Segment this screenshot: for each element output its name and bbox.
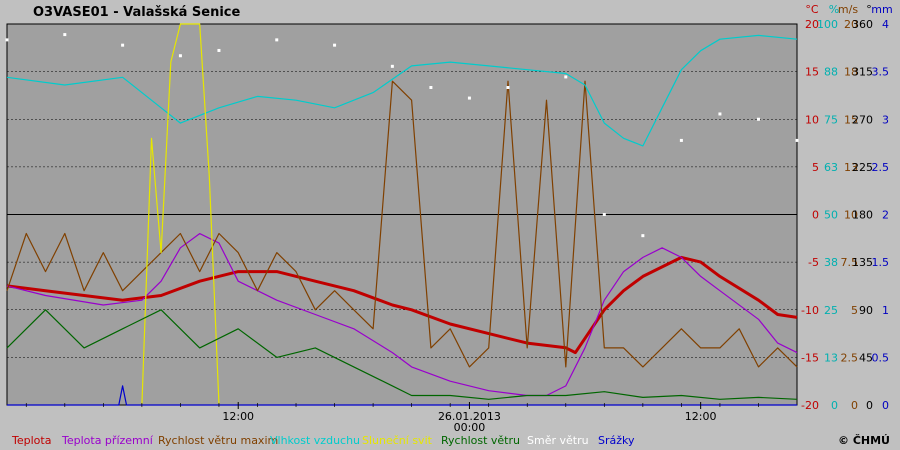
unit-header: mm <box>871 3 892 16</box>
y-tick-label-wind_direction: 90 <box>859 304 873 317</box>
y-tick-label-humidity: 100 <box>817 18 838 31</box>
wind-direction-point <box>756 117 760 121</box>
chart-title: O3VASE01 - Valašská Senice <box>33 5 240 20</box>
wind-direction-point <box>506 86 510 89</box>
wind-direction-point <box>390 64 394 68</box>
y-tick-label-precipitation: 0 <box>882 399 889 412</box>
x-tick-label: 12:00 <box>222 410 254 423</box>
y-tick-label-precipitation: 2 <box>882 209 889 222</box>
y-tick-label-humidity: 88 <box>824 66 838 79</box>
y-tick-label-wind_direction: 45 <box>859 351 873 364</box>
wind-direction-point <box>718 112 722 116</box>
y-tick-label-wind_direction: 315 <box>852 66 873 79</box>
y-tick-label-humidity: 50 <box>824 209 838 222</box>
series-layer <box>5 23 799 406</box>
wind-direction-point <box>795 138 799 142</box>
legend-item: Teplota přízemní <box>61 434 154 447</box>
series-line-rychlost-v-tru <box>6 309 798 400</box>
unit-headers: °C %m/s ° mm <box>805 3 892 16</box>
wind-direction-point <box>467 96 471 100</box>
y-tick-label-wind_direction: 0 <box>866 399 873 412</box>
wind-direction-point <box>5 38 9 42</box>
y-tick-label-temperature: 20 <box>805 18 819 31</box>
y-tick-label-wind_speed: 10 <box>844 209 858 222</box>
y-tick-label-temperature: 5 <box>812 161 819 174</box>
y-tick-label-temperature: 10 <box>805 113 819 126</box>
wind-direction-point <box>429 86 433 89</box>
unit-header: m/s <box>838 3 858 16</box>
legend-item: Rychlost větru <box>441 434 520 447</box>
y-tick-label-wind_speed: 20 <box>844 18 858 31</box>
y-tick-label-wind_speed: 5 <box>851 304 858 317</box>
y-tick-label-wind_speed: 15 <box>844 113 858 126</box>
x-tick-label-time: 00:00 <box>454 421 486 434</box>
y-tick-label-temperature: -5 <box>808 256 819 269</box>
y-tick-label-wind_speed: 0 <box>851 399 858 412</box>
y-tick-label-wind_direction: 135 <box>852 256 873 269</box>
y-tick-label-precipitation: 1 <box>882 304 889 317</box>
y-tick-label-precipitation: 4 <box>882 18 889 31</box>
y-tick-label-wind_speed: 7.5 <box>841 256 859 269</box>
y-tick-label-precipitation: 3.5 <box>872 66 890 79</box>
copyright-text: © ČHMÚ <box>838 434 890 447</box>
y-tick-label-wind_speed: 2.5 <box>841 351 859 364</box>
wind-direction-point <box>333 43 337 47</box>
wind-direction-point <box>679 138 683 142</box>
legend-item: Sluneční svit <box>362 434 433 447</box>
unit-header: ° <box>866 3 872 16</box>
y-tick-label-temperature: -10 <box>801 304 819 317</box>
y-tick-label-wind_direction: 225 <box>852 161 873 174</box>
y-tick-label-precipitation: 2.5 <box>872 161 890 174</box>
y-axes: 20151050-5-10-15-20100887563503825130201… <box>801 18 889 412</box>
series-line-teplota <box>6 255 798 355</box>
legend-item: Směr větru <box>527 434 589 447</box>
wind-direction-point <box>63 33 67 37</box>
y-tick-label-temperature: 15 <box>805 66 819 79</box>
y-tick-label-precipitation: 1.5 <box>872 256 890 269</box>
y-tick-label-humidity: 38 <box>824 256 838 269</box>
legend-item: Teplota <box>11 434 51 447</box>
legend-item: Vlhkost vzduchu <box>270 434 360 447</box>
y-tick-label-precipitation: 3 <box>882 113 889 126</box>
unit-header: % <box>829 3 839 16</box>
wind-direction-point <box>217 48 221 52</box>
legend: Teplota Teplota přízemní Rychlost větru ma… <box>11 434 635 447</box>
wind-direction-point <box>121 43 125 47</box>
wind-direction-point <box>275 38 279 42</box>
series-line-sr-ky <box>7 385 797 406</box>
series-line-slune-n-svit <box>141 23 220 406</box>
series-line-rychlost-v-tru-maxim <box>6 80 798 368</box>
y-tick-label-humidity: 0 <box>831 399 838 412</box>
y-tick-label-wind_direction: 270 <box>852 113 873 126</box>
y-tick-label-humidity: 13 <box>824 351 838 364</box>
y-tick-label-temperature: 0 <box>812 209 819 222</box>
series-line-teplota-p-zemn- <box>6 233 798 397</box>
y-tick-label-wind_direction: 180 <box>852 209 873 222</box>
wind-direction-point <box>564 75 568 79</box>
x-tick-label: 12:00 <box>685 410 717 423</box>
y-tick-label-temperature: -20 <box>801 399 819 412</box>
y-tick-label-temperature: -15 <box>801 351 819 364</box>
series-line-vlhkost-vzduchu <box>6 34 798 147</box>
y-tick-label-humidity: 75 <box>824 113 838 126</box>
wind-direction-point <box>178 54 182 58</box>
wind-direction-point <box>641 234 645 238</box>
y-tick-label-wind_direction: 360 <box>852 18 873 31</box>
y-tick-label-humidity: 63 <box>824 161 838 174</box>
legend-item: Rychlost větru maxim <box>158 434 278 447</box>
y-tick-label-wind_speed: 18 <box>844 66 858 79</box>
y-tick-label-humidity: 25 <box>824 304 838 317</box>
y-tick-label-wind_speed: 13 <box>844 161 858 174</box>
wind-direction-point <box>602 213 606 216</box>
grid-lines <box>7 23 797 406</box>
unit-header: °C <box>805 3 819 16</box>
x-tick-label-date: 26.01.2013 <box>438 410 501 423</box>
y-tick-label-precipitation: 0.5 <box>872 351 890 364</box>
legend-item: Srážky <box>598 434 635 447</box>
